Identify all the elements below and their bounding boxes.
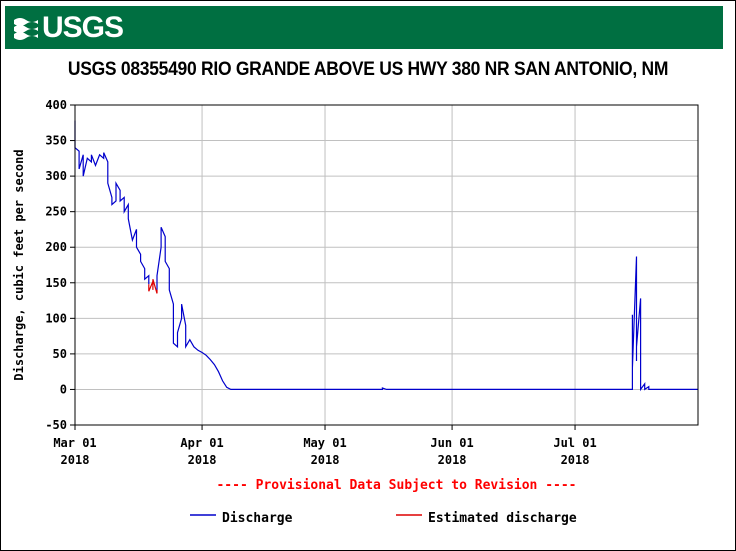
y-axis-label: Discharge, cubic feet per second <box>12 149 26 380</box>
plot-area <box>74 104 699 426</box>
y-tick-label: 300 <box>45 169 67 183</box>
series-line-discharge <box>156 227 698 392</box>
usgs-banner: USGS <box>5 6 723 49</box>
series-line-estimated-discharge <box>148 279 158 294</box>
usgs-wave-icon <box>14 18 38 40</box>
y-tick-label: 0 <box>60 382 67 396</box>
x-tick-label: Jun 01 <box>430 436 473 450</box>
usgs-logo: USGS <box>13 8 124 48</box>
x-tick-year-label: 2018 <box>61 453 90 467</box>
x-tick-year-label: 2018 <box>561 453 590 467</box>
x-tick-year-label: 2018 <box>311 453 340 467</box>
series-line-discharge <box>74 120 150 285</box>
provisional-notice: ---- Provisional Data Subject to Revisio… <box>216 478 576 493</box>
y-tick-label: 200 <box>45 240 67 254</box>
x-tick-label: Mar 01 <box>53 436 96 450</box>
x-tick-label: Apr 01 <box>180 436 223 450</box>
x-tick-label: May 01 <box>303 436 346 450</box>
y-tick-label: 350 <box>45 134 67 148</box>
y-tick-label: 250 <box>45 205 67 219</box>
y-tick-label: 50 <box>53 347 67 361</box>
y-tick-label: -50 <box>45 418 67 432</box>
y-tick-label: 100 <box>45 311 67 325</box>
x-tick-year-label: 2018 <box>188 453 217 467</box>
x-tick-year-label: 2018 <box>438 453 467 467</box>
chart-title: USGS 08355490 RIO GRANDE ABOVE US HWY 38… <box>67 59 669 80</box>
y-tick-label: 150 <box>45 276 67 290</box>
legend-label: Estimated discharge <box>428 511 577 526</box>
legend-label: Discharge <box>222 511 293 526</box>
x-tick-label: Jul 01 <box>553 436 596 450</box>
y-tick-label: 400 <box>45 98 67 112</box>
usgs-logo-text: USGS <box>42 11 124 44</box>
